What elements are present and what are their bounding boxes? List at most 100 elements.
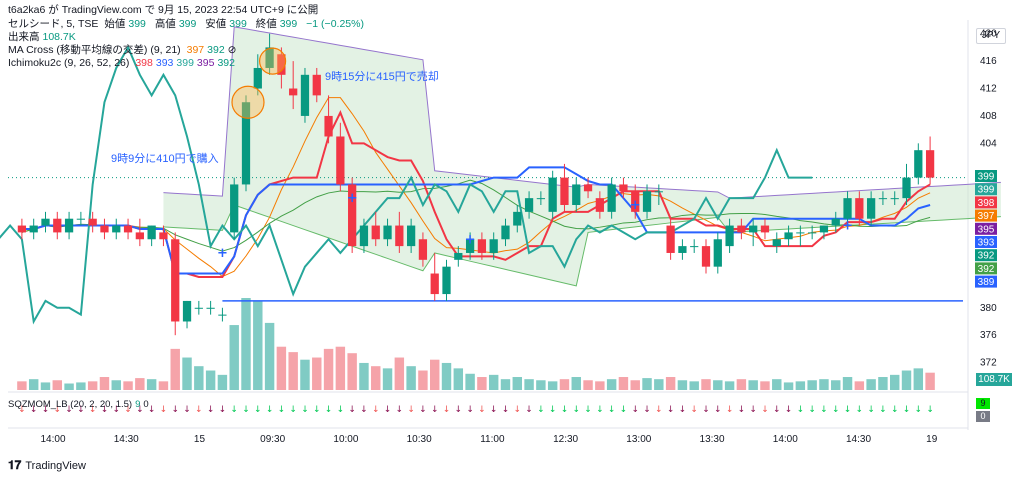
x-tick-label: 14:00	[40, 434, 65, 445]
volume-bar	[465, 373, 475, 390]
sqzmom-arrow-icon: ↓	[136, 405, 144, 415]
candle-body	[607, 184, 616, 212]
volume-bar	[524, 379, 534, 390]
ichimoku-legend: Ichimoku2c (9, 26, 52, 26) 398 393 399 395 3…	[8, 57, 235, 69]
sqzmom-arrow-icon: ↓	[596, 405, 604, 415]
volume-bar	[807, 380, 817, 390]
cross-signal-icon: +	[842, 219, 853, 234]
buy-annotation: 9時9分に410円で購入	[111, 153, 219, 165]
sqzmom-arrow-icon: ↓	[549, 405, 557, 415]
sqzmom-arrow-icon: ↓	[867, 405, 875, 415]
candle-body	[843, 198, 852, 219]
y-tick-label: 376	[980, 330, 997, 341]
volume-bar	[772, 379, 782, 390]
volume-bar	[99, 377, 110, 390]
sqzmom-arrow-icon: ↓	[54, 405, 62, 415]
sell-marker	[258, 47, 287, 75]
candle-body	[147, 225, 156, 240]
tradingview-footer[interactable]: 𝟏𝟕 TradingView	[8, 458, 86, 473]
candle-body	[713, 239, 722, 267]
volume-bar	[547, 381, 558, 390]
sqzmom-arrow-icon: ↓	[419, 405, 427, 415]
sqzmom-arrow-icon: ↓	[608, 405, 616, 415]
sqzmom-arrow-icon: ↓	[101, 405, 109, 415]
volume-bar	[488, 374, 499, 390]
sqzmom-arrow-icon: ↓	[207, 405, 215, 415]
candle-body	[253, 67, 262, 89]
candle-body	[159, 232, 168, 240]
candle-body	[112, 225, 121, 233]
currency-badge[interactable]: JPY	[976, 28, 1006, 44]
candle-body	[737, 225, 746, 233]
price-marker-box	[975, 275, 997, 288]
sqzmom-arrow-icon: ↓	[313, 405, 321, 415]
volume-bar	[28, 379, 39, 390]
ma-legend: MA Cross (移動平均線の交差) (9, 21) 397 392 ⊘	[8, 44, 237, 56]
x-tick-label: 15	[194, 434, 206, 445]
candle-body	[41, 218, 50, 226]
candle-body	[418, 239, 428, 260]
x-tick-label: 10:30	[407, 434, 432, 445]
sqzmom-arrow-icon: ↓	[514, 405, 522, 415]
sqzmom-arrow-icon: ↓	[667, 405, 675, 415]
sqzmom-arrow-icon: ↓	[455, 405, 463, 415]
candle-body	[501, 225, 510, 240]
volume-bar	[536, 380, 546, 390]
sqzmom-arrow-icon: ↓	[690, 405, 698, 415]
y-tick-label: 408	[980, 111, 997, 122]
volume-bar	[689, 381, 699, 390]
sqzmom-arrow-icon: ↓	[407, 405, 415, 415]
candle-body	[678, 246, 687, 253]
sqzmom-arrow-icon: ↓	[490, 405, 498, 415]
volume-bar	[264, 322, 275, 390]
sqzmom-arrow-icon: ↓	[289, 405, 297, 415]
sqzmom-arrow-icon: ↓	[714, 405, 722, 415]
candle-body	[454, 252, 463, 260]
sqzmom-arrow-icon: ↓	[584, 405, 592, 415]
y-tick-label: 420	[980, 29, 997, 40]
sqzmom-arrow-icon: ↓	[879, 405, 887, 415]
candle-body	[407, 225, 416, 247]
sqzmom-arrow-icon: ↓	[337, 405, 345, 415]
candle-body	[206, 307, 215, 309]
x-tick-label: 14:00	[773, 434, 798, 445]
volume-bar	[253, 301, 263, 390]
candle-body	[171, 239, 180, 322]
price-marker-box	[975, 222, 997, 235]
sqzmom-arrow-icon: ↓	[301, 405, 309, 415]
published-line: t6a2ka6 が TradingView.com で 9月 15, 2023 …	[8, 4, 319, 16]
candle-body	[135, 232, 144, 240]
volume-bar	[795, 381, 806, 390]
volume-bar	[229, 325, 239, 390]
candle-body	[29, 225, 38, 233]
price-marker-box	[975, 196, 997, 209]
y-tick-label: 416	[980, 56, 997, 67]
volume-bar	[394, 357, 405, 390]
volume-bar	[571, 377, 581, 390]
candle-body	[300, 74, 310, 116]
volume-bar	[217, 374, 228, 390]
cross-signal-icon: +	[217, 246, 228, 261]
sqzmom-arrow-icon: ↓	[773, 405, 781, 415]
volume-bar	[123, 381, 133, 390]
candle-body	[230, 184, 239, 233]
candle-body	[855, 198, 864, 219]
volume-bar	[748, 380, 758, 390]
price-marker-label: 399	[978, 185, 995, 196]
ichimoku-cloud	[163, 26, 1001, 286]
cross-signal-icon: +	[465, 232, 476, 247]
sqzmom-arrow-icon: ↓	[30, 405, 38, 415]
x-tick-label: 13:00	[626, 434, 651, 445]
volume-bar	[182, 357, 192, 390]
volume-bar	[512, 377, 522, 390]
sqzmom-arrow-icon: ↓	[396, 405, 404, 415]
sqzmom-value-2: 0	[976, 411, 990, 422]
x-tick-label: 13:30	[700, 434, 725, 445]
candle-body	[642, 191, 652, 212]
volume-bar	[854, 381, 865, 390]
candle-body	[489, 239, 498, 253]
volume-bar	[111, 380, 121, 390]
volume-bar	[276, 346, 287, 390]
sqzmom-arrow-icon: ↓	[183, 405, 191, 415]
